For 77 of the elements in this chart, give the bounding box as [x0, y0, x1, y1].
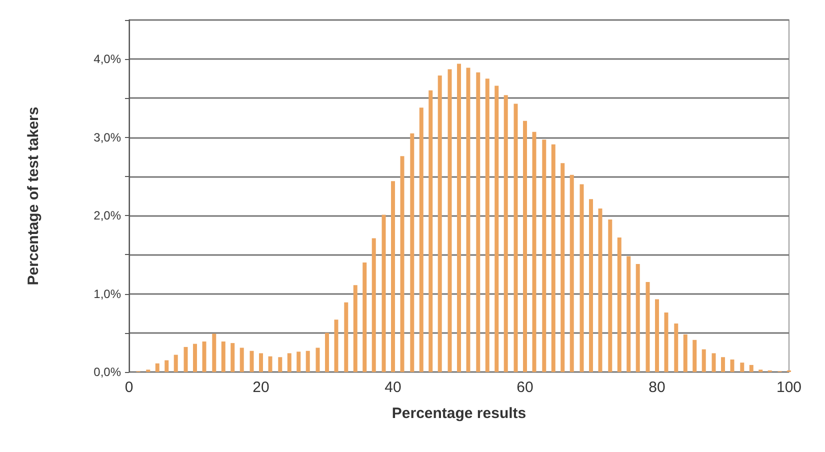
bar: [372, 238, 376, 372]
y-tick-label: 2,0%: [94, 208, 122, 223]
bar: [683, 334, 688, 372]
bar: [164, 360, 169, 372]
bar: [419, 108, 424, 372]
bar: [268, 356, 272, 372]
bar: [155, 363, 160, 372]
bar: [674, 324, 678, 372]
bar: [466, 68, 470, 372]
x-axis-title: Percentage results: [392, 405, 526, 422]
bar: [230, 343, 235, 372]
bar: [334, 320, 338, 372]
bar: [259, 353, 263, 372]
bar: [278, 357, 282, 372]
bar: [542, 140, 546, 372]
bar: [494, 86, 499, 372]
bar: [325, 332, 329, 372]
bar: [391, 181, 395, 372]
x-tick-label: 60: [516, 379, 534, 396]
bar: [749, 364, 754, 372]
bar: [692, 340, 697, 372]
bar: [740, 362, 744, 372]
bar: [193, 344, 197, 372]
bar: [580, 184, 584, 372]
bar: [382, 214, 386, 372]
x-tick-label: 100: [776, 379, 802, 396]
bar: [617, 237, 622, 372]
bar: [560, 163, 565, 372]
bar: [353, 285, 358, 372]
y-tick-label: 4,0%: [94, 52, 122, 66]
bar: [296, 352, 301, 372]
bar: [202, 341, 206, 372]
y-tick-label: 1,0%: [94, 286, 122, 301]
bar: [551, 144, 556, 372]
bar: [250, 350, 254, 372]
bar: [410, 133, 414, 372]
bar: [721, 357, 725, 372]
bar: [344, 302, 348, 372]
bar: [221, 341, 226, 372]
bar: [570, 174, 574, 372]
bar: [184, 346, 188, 372]
bar: [598, 208, 602, 372]
bar: [316, 348, 320, 372]
bar: [523, 120, 527, 372]
bar: [448, 69, 452, 372]
x-tick-label: 40: [384, 379, 402, 396]
bar: [457, 64, 461, 372]
bar: [240, 348, 244, 372]
bar: [608, 219, 612, 372]
y-tick-label: 3,0%: [94, 130, 122, 144]
bar: [514, 104, 518, 372]
bar: [212, 334, 216, 372]
bar: [476, 72, 480, 372]
bar: [646, 282, 650, 372]
x-tick-label: 80: [648, 379, 666, 396]
bar: [174, 354, 178, 372]
bar: [485, 78, 490, 372]
bar: [362, 262, 367, 372]
bar: [287, 353, 292, 372]
y-axis-title: Percentage of test takers: [25, 106, 42, 286]
x-tick-label: 20: [252, 379, 270, 396]
bar: [589, 199, 593, 372]
bar: [636, 264, 640, 372]
bar: [712, 353, 716, 372]
bar: [400, 156, 404, 372]
bar: [664, 312, 668, 372]
bar: [702, 349, 706, 372]
bar: [306, 350, 310, 372]
y-tick-label: 0,0%: [94, 365, 122, 379]
bar: [655, 299, 659, 372]
bar: [626, 256, 631, 372]
bar: [438, 76, 442, 372]
bar: [730, 359, 734, 372]
bar: [532, 132, 536, 372]
x-tick-label: 0: [124, 379, 134, 396]
bar: [428, 90, 433, 372]
bar: [504, 95, 508, 372]
